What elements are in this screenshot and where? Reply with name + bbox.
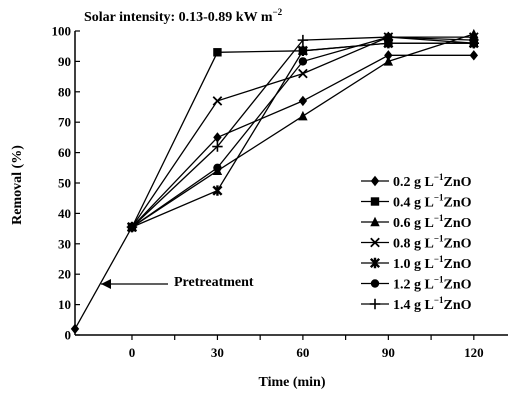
legend-label: 0.2 g L−1ZnO [393, 172, 472, 190]
pretreatment-arrow-head [101, 279, 111, 289]
series-1-point [213, 132, 222, 143]
legend-marker [370, 197, 380, 206]
axes [74, 30, 508, 340]
legend-label: 0.8 g L−1ZnO [393, 234, 472, 252]
y-tick-label: 20 [58, 267, 71, 282]
start-point-marker [70, 323, 80, 335]
y-tick-label: 0 [65, 328, 72, 343]
x-tick-label: 60 [296, 345, 309, 360]
series-6-point [213, 163, 222, 172]
x-tick-label: 120 [464, 345, 484, 360]
series-6-point [298, 57, 308, 66]
series-2-point [213, 48, 222, 57]
series-7-point [383, 31, 394, 43]
legend-marker [370, 175, 380, 187]
legend: 0.2 g L−1ZnO 0.4 g L−1ZnO 0.6 g L−1ZnO 0.8 … [361, 172, 472, 313]
x-axis-title: Time (min) [258, 375, 325, 390]
pretreatment-segment [74, 226, 133, 330]
series-3-point [383, 56, 394, 66]
y-tick-label: 60 [58, 145, 71, 160]
series-7-point [297, 34, 309, 46]
x-tick-label: 90 [382, 345, 395, 360]
legend-marker [370, 279, 380, 288]
tick-labels: 0 10 20 30 40 50 60 70 80 90 100 0 30 60 90 120 [52, 24, 484, 361]
legend-label: 1.4 g L−1ZnO [393, 295, 472, 313]
series-4-point [212, 96, 223, 106]
y-axis-title: Removal (%) [10, 145, 25, 225]
y-tick-label: 40 [58, 206, 71, 221]
data-markers [70, 28, 480, 335]
pretreatment-label: Pretreatment [174, 275, 254, 290]
legend-marker [369, 257, 381, 269]
y-tick-label: 50 [58, 176, 71, 191]
legend-label: 1.0 g L−1ZnO [393, 254, 472, 272]
series-5-point [212, 185, 223, 196]
y-tick-label: 100 [52, 24, 72, 39]
series-4-point [298, 68, 308, 79]
series-1-point [384, 50, 393, 61]
y-tick-label: 80 [58, 84, 71, 99]
y-tick-label: 70 [58, 115, 71, 130]
x-tick-label: 30 [211, 345, 224, 360]
legend-label: 1.2 g L−1ZnO [393, 275, 472, 293]
series-1-point [469, 50, 479, 61]
legend-marker [370, 237, 380, 248]
legend-marker [370, 216, 380, 227]
legend-label: 0.6 g L−1ZnO [393, 213, 472, 231]
series-5-point [297, 45, 308, 56]
y-tick-label: 90 [58, 54, 71, 69]
solar-intensity-annotation: Solar intensity: 0.13-0.89 kW m−2 [84, 7, 283, 25]
x-tick-label: 0 [129, 345, 136, 360]
series-3-point [298, 110, 308, 121]
legend-marker [369, 298, 381, 310]
legend-label: 0.4 g L−1ZnO [393, 193, 472, 211]
y-tick-label: 30 [58, 236, 71, 251]
y-tick-label: 10 [58, 297, 71, 312]
series-1-point [298, 95, 308, 107]
series-7-point [126, 221, 138, 233]
series-7-point [212, 141, 223, 152]
series-7-point [468, 37, 480, 49]
